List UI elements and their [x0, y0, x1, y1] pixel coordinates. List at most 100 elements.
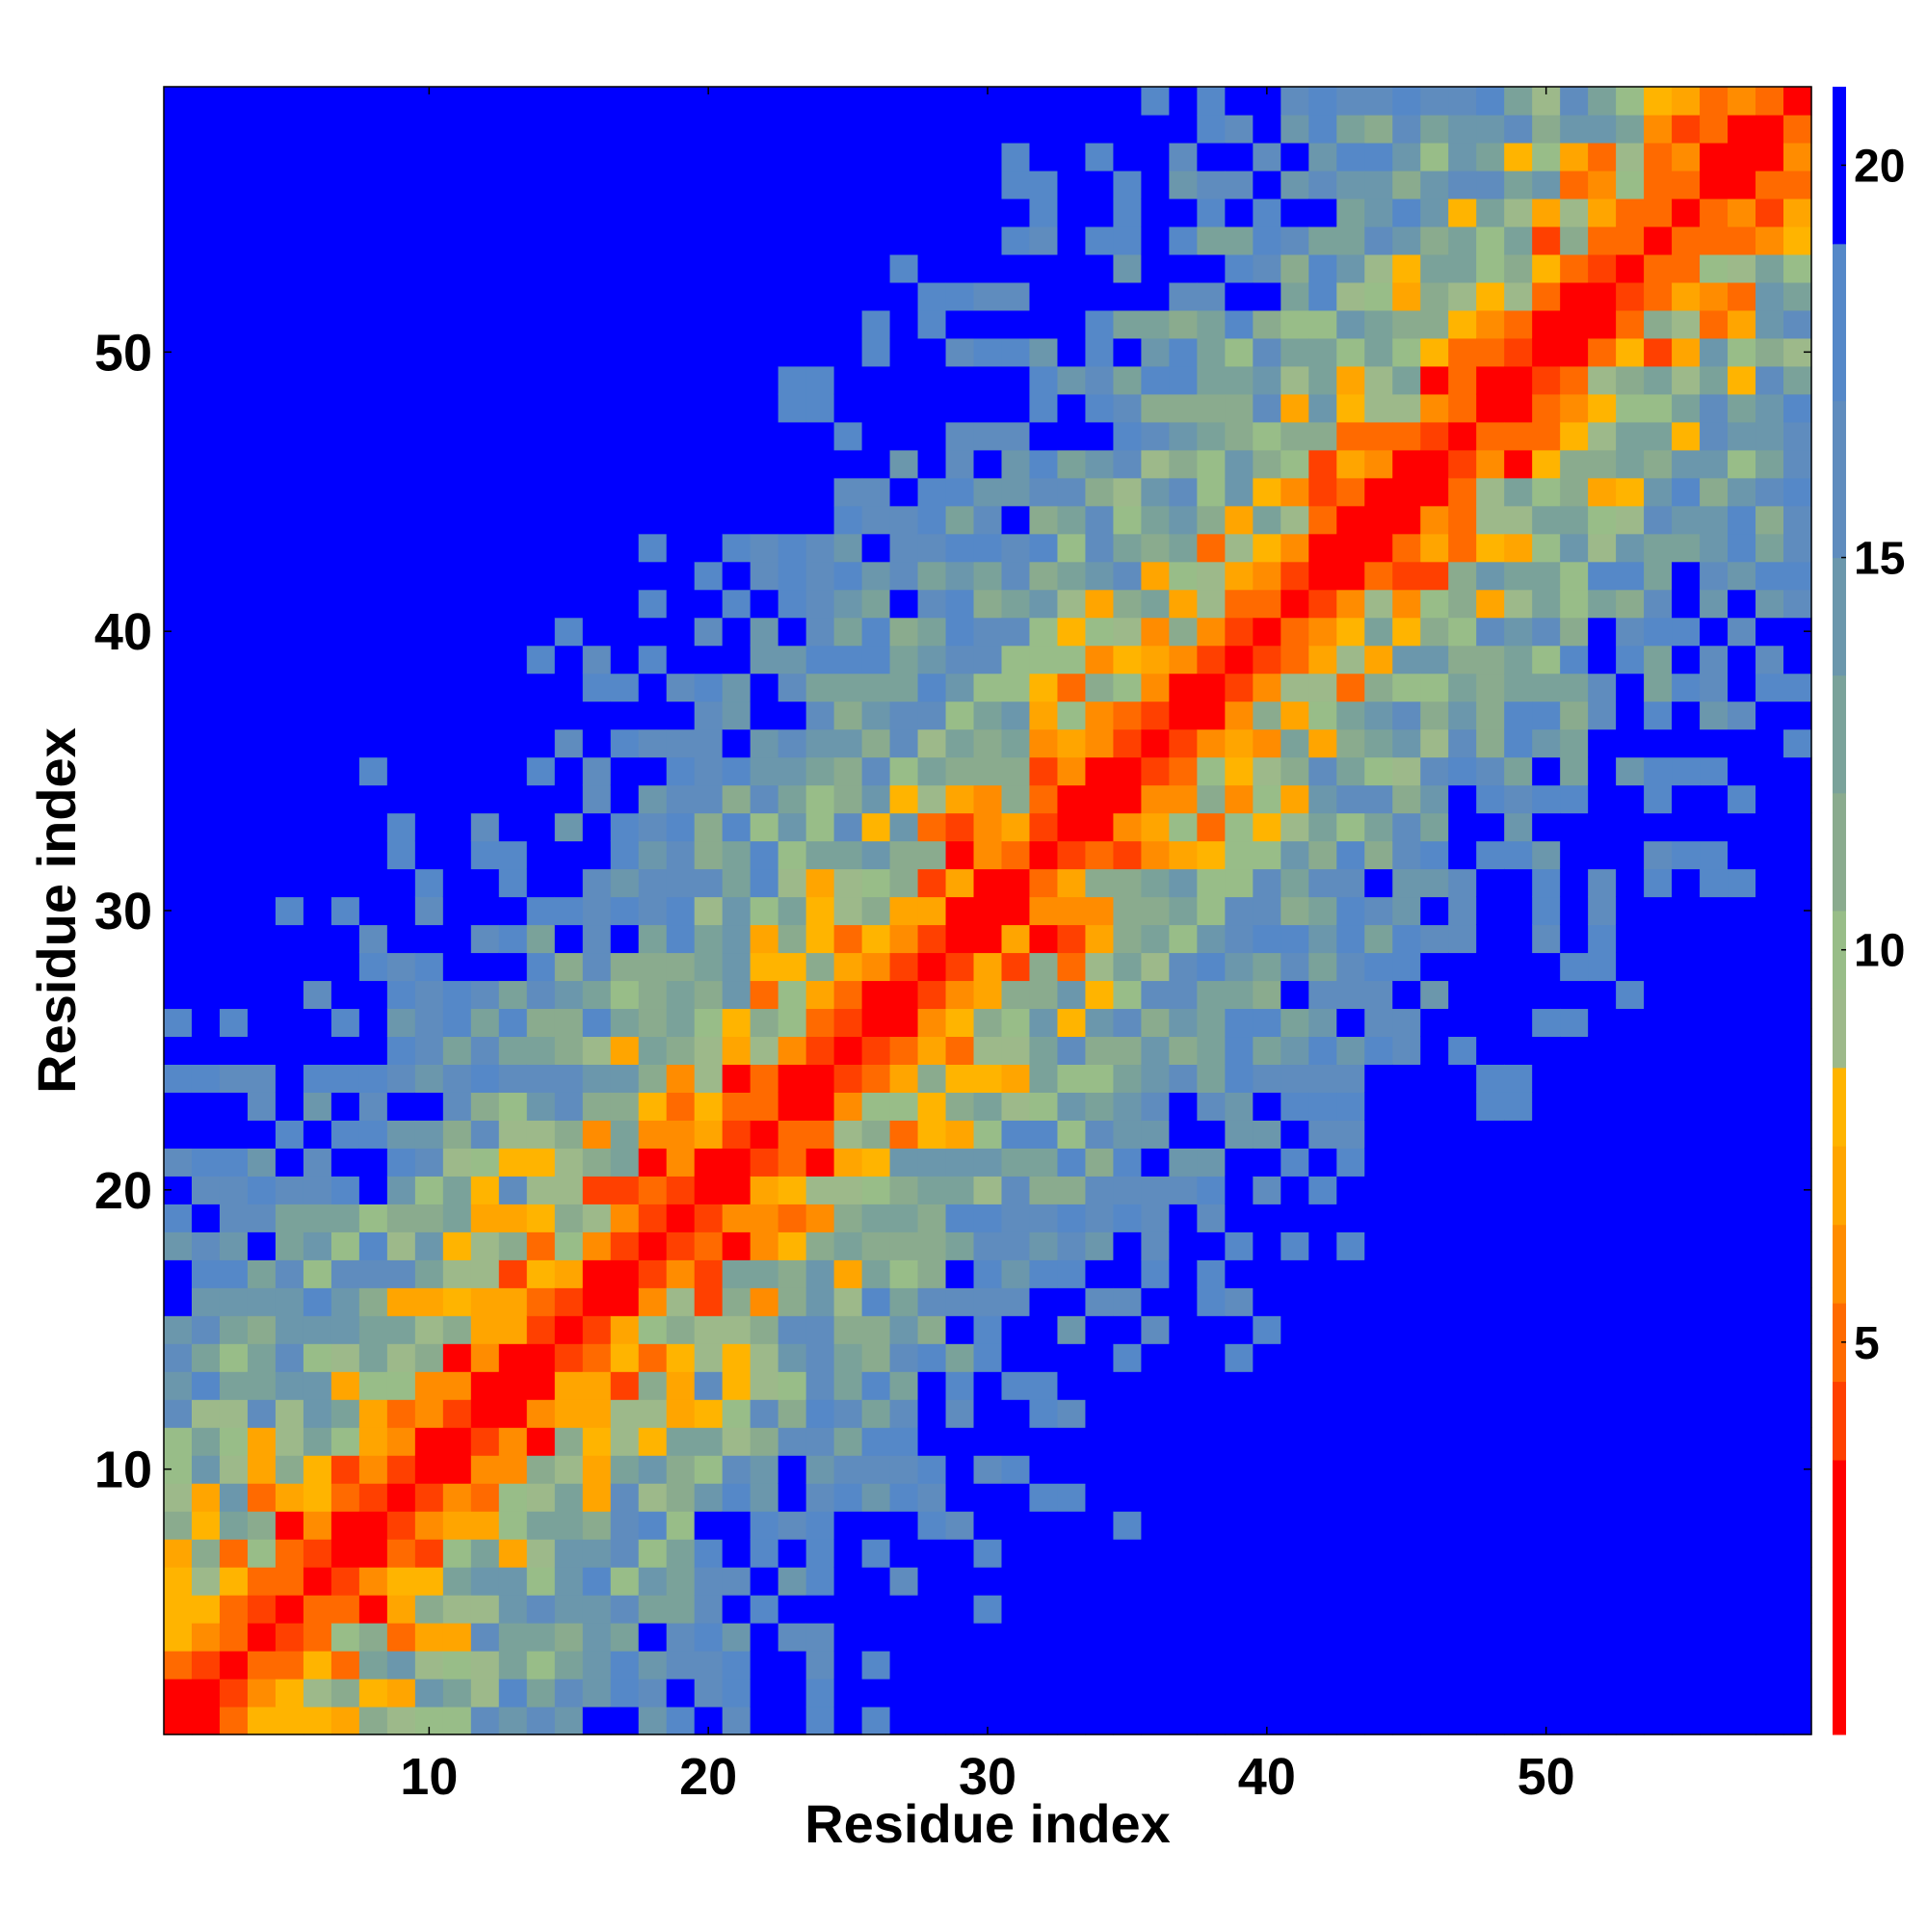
- heatmap-cell: [1560, 980, 1589, 1010]
- heatmap-cell: [1085, 393, 1115, 423]
- heatmap-cell: [1532, 1511, 1561, 1540]
- heatmap-cell: [1560, 449, 1589, 479]
- heatmap-cell: [1728, 253, 1756, 283]
- heatmap-cell: [1504, 868, 1533, 898]
- heatmap-cell: [1280, 449, 1309, 479]
- heatmap-cell: [638, 924, 668, 954]
- heatmap-cell: [1113, 1567, 1142, 1596]
- heatmap-cell: [1560, 868, 1589, 898]
- heatmap-cell: [610, 1231, 640, 1260]
- heatmap-cell: [1253, 1287, 1281, 1316]
- heatmap-cell: [1755, 673, 1784, 702]
- heatmap-cell: [1225, 87, 1254, 116]
- heatmap-cell: [945, 337, 975, 367]
- heatmap-cell: [1280, 1343, 1309, 1372]
- heatmap-cell: [610, 142, 640, 172]
- heatmap-cell: [973, 393, 1003, 423]
- heatmap-cell: [1448, 756, 1477, 786]
- heatmap-cell: [666, 784, 696, 814]
- heatmap-cell: [1085, 170, 1115, 199]
- heatmap-cell: [1169, 142, 1198, 172]
- heatmap-cell: [330, 1427, 360, 1456]
- heatmap-cell: [554, 952, 584, 982]
- heatmap-cell: [610, 645, 640, 675]
- colorbar-segment: [1833, 557, 1846, 676]
- heatmap-cell: [1029, 589, 1059, 619]
- heatmap-cell: [191, 198, 221, 227]
- heatmap-cell: [1197, 896, 1226, 926]
- heatmap-cell: [1644, 1679, 1673, 1707]
- heatmap-cell: [1755, 1036, 1784, 1065]
- heatmap-cell: [805, 309, 835, 339]
- heatmap-cell: [1253, 896, 1281, 926]
- heatmap-cell: [1364, 673, 1393, 702]
- heatmap-cell: [554, 449, 584, 479]
- heatmap-cell: [191, 114, 221, 144]
- heatmap-cell: [1197, 645, 1226, 675]
- heatmap-cell: [805, 1231, 835, 1260]
- heatmap-cell: [554, 1287, 584, 1316]
- heatmap-cell: [247, 784, 277, 814]
- heatmap-cell: [1560, 1595, 1589, 1624]
- heatmap-cell: [330, 617, 360, 647]
- heatmap-cell: [164, 1287, 193, 1316]
- heatmap-cell: [386, 561, 416, 591]
- heatmap-cell: [1029, 868, 1059, 898]
- heatmap-cell: [778, 87, 807, 116]
- heatmap-cell: [1336, 812, 1365, 842]
- heatmap-cell: [1336, 840, 1365, 870]
- heatmap-cell: [1280, 337, 1309, 367]
- heatmap-cell: [610, 924, 640, 954]
- heatmap-cell: [1672, 868, 1701, 898]
- heatmap-cell: [1728, 952, 1756, 982]
- heatmap-cell: [526, 952, 556, 982]
- heatmap-cell: [1504, 673, 1533, 702]
- heatmap-cell: [778, 449, 807, 479]
- heatmap-cell: [945, 1148, 975, 1177]
- heatmap-cell: [1560, 281, 1589, 311]
- colorbar-segment: [1833, 1146, 1846, 1226]
- heatmap-cell: [722, 1595, 752, 1624]
- heatmap-cell: [1616, 253, 1645, 283]
- heatmap-cell: [1504, 896, 1533, 926]
- heatmap-cell: [1700, 561, 1729, 591]
- heatmap-cell: [1253, 533, 1281, 563]
- heatmap-cell: [1364, 1204, 1393, 1232]
- heatmap-cell: [1308, 1623, 1337, 1652]
- heatmap-cell: [1001, 1259, 1031, 1288]
- heatmap-cell: [470, 1511, 500, 1540]
- heatmap-cell: [1336, 701, 1365, 730]
- colorbar-segment: [1833, 989, 1846, 1069]
- heatmap-cell: [1225, 1399, 1254, 1428]
- heatmap-cell: [1728, 1651, 1756, 1680]
- heatmap-cell: [164, 645, 193, 675]
- heatmap-cell: [1197, 533, 1226, 563]
- heatmap-cell: [1029, 645, 1059, 675]
- heatmap-cell: [247, 1623, 277, 1652]
- heatmap-cell: [778, 728, 807, 758]
- heatmap-cell: [917, 561, 947, 591]
- heatmap-cell: [778, 1707, 807, 1735]
- heatmap-cell: [303, 980, 332, 1010]
- heatmap-cell: [303, 589, 332, 619]
- heatmap-cell: [582, 896, 612, 926]
- heatmap-cell: [1588, 253, 1617, 283]
- heatmap-cell: [1644, 1567, 1673, 1596]
- heatmap-cell: [1029, 477, 1059, 507]
- heatmap-cell: [470, 198, 500, 227]
- heatmap-cell: [889, 170, 919, 199]
- heatmap-cell: [358, 1036, 388, 1065]
- heatmap-cell: [889, 142, 919, 172]
- heatmap-cell: [1783, 365, 1812, 395]
- heatmap-cell: [1113, 1259, 1142, 1288]
- heatmap-cell: [498, 1343, 528, 1372]
- heatmap-cell: [219, 1204, 249, 1232]
- y-tick-label: 10: [94, 1442, 152, 1499]
- heatmap-cell: [638, 1567, 668, 1596]
- heatmap-cell: [610, 673, 640, 702]
- heatmap-cell: [330, 449, 360, 479]
- heatmap-cell: [1197, 952, 1226, 982]
- heatmap-cell: [1392, 645, 1421, 675]
- heatmap-cell: [778, 868, 807, 898]
- heatmap-cell: [442, 561, 472, 591]
